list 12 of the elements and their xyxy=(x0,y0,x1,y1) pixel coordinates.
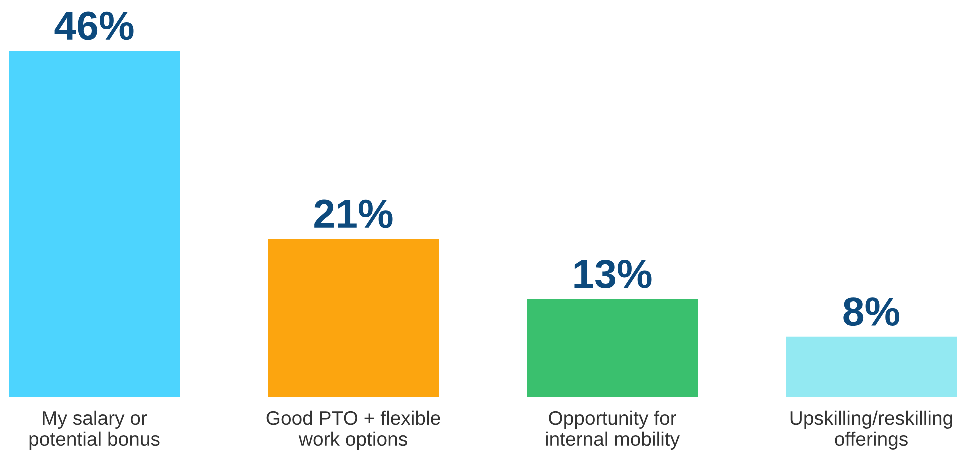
data-label: 21% xyxy=(314,200,393,228)
x-tick-label: Good PTO + flexible work options xyxy=(266,410,440,450)
bar xyxy=(786,336,957,397)
bar xyxy=(527,299,698,397)
data-label: 13% xyxy=(574,260,652,289)
x-tick-label: Upskilling/reskilling offerings xyxy=(790,410,952,450)
data-label: 46% xyxy=(54,12,134,40)
data-label: 8% xyxy=(844,298,900,326)
x-tick-label: My salary or potential bonus xyxy=(30,410,160,450)
bar xyxy=(9,51,180,397)
x-tick-label: Opportunity for internal mobility xyxy=(546,410,680,450)
bar xyxy=(268,239,439,397)
